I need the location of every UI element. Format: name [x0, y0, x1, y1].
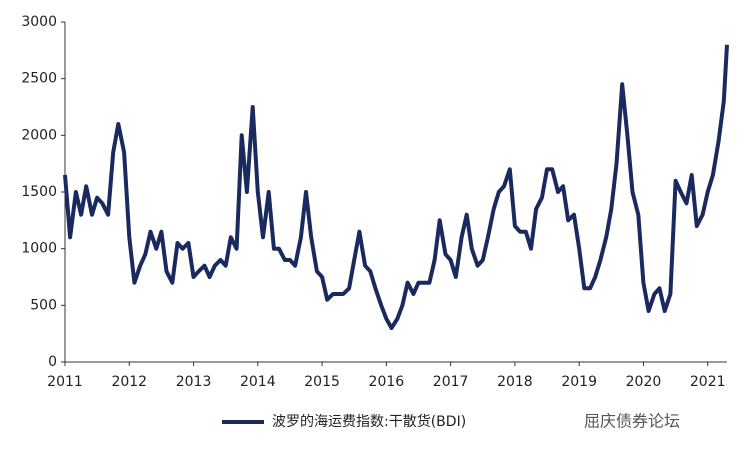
y-tick-label: 3000	[21, 14, 57, 30]
x-tick-label: 2020	[626, 374, 662, 390]
y-tick-label: 500	[30, 297, 57, 313]
x-tick-label: 2013	[176, 374, 212, 390]
x-tick-label: 2017	[433, 374, 469, 390]
watermark: 屈庆债券论坛	[584, 412, 680, 431]
y-tick-label: 1000	[21, 241, 57, 257]
x-tick-label: 2021	[690, 374, 726, 390]
x-tick-label: 2018	[497, 374, 533, 390]
x-tick-label: 2011	[47, 374, 83, 390]
x-tick-label: 2012	[111, 374, 147, 390]
y-tick-label: 1500	[21, 184, 57, 200]
y-tick-label: 2000	[21, 127, 57, 143]
y-tick-label: 2500	[21, 71, 57, 87]
x-tick-label: 2019	[561, 374, 597, 390]
x-tick-label: 2015	[304, 374, 340, 390]
data-line	[63, 44, 729, 330]
x-tick-label: 2014	[240, 374, 276, 390]
y-tick-label: 0	[48, 354, 57, 370]
x-tick-label: 2016	[369, 374, 405, 390]
legend-label: 波罗的海运费指数:干散货(BDI)	[272, 413, 466, 430]
